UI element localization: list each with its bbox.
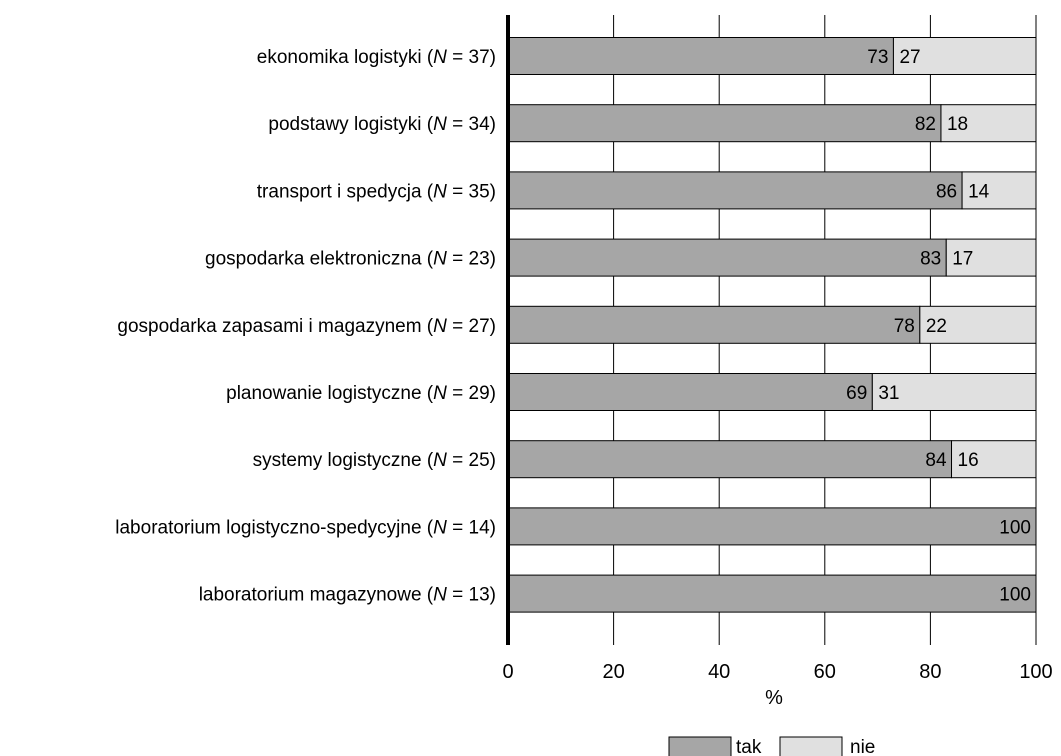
category-n: = 23) [447, 249, 496, 270]
bar-segment-tak [507, 305, 921, 344]
bar-segment-tak [507, 171, 963, 210]
x-tick-label: 80 [919, 661, 941, 683]
n-symbol: N [433, 450, 447, 471]
x-tick-label: 20 [602, 661, 624, 683]
data-label-nie: 16 [958, 450, 979, 471]
data-label-tak: 100 [999, 517, 1031, 538]
category-name: laboratorium logistyczno-spedycyjne ( [115, 517, 434, 538]
y-axis: ekonomika logistyki (N = 37)podstawy log… [115, 15, 510, 645]
bar-segment-tak [507, 37, 894, 75]
bar-segment-tak [507, 507, 1037, 546]
n-symbol: N [433, 517, 447, 538]
category-n: = 35) [447, 181, 496, 202]
category-label: laboratorium logistyczno-spedycyjne (N =… [115, 517, 496, 538]
legend-swatch-nie [779, 736, 843, 756]
x-tick-label: 0 [502, 661, 513, 683]
n-symbol: N [433, 249, 447, 270]
category-name: systemy logistyczne ( [253, 450, 434, 471]
category-label: transport i spedycja (N = 35) [257, 181, 496, 202]
bar-segment-tak [507, 238, 947, 277]
category-n: = 37) [447, 47, 496, 68]
category-name: gospodarka zapasami i magazynem ( [117, 316, 433, 337]
category-label: ekonomika logistyki (N = 37) [257, 47, 496, 68]
n-symbol: N [433, 47, 447, 68]
x-axis-title: % [765, 687, 783, 709]
bar-segment-nie [892, 37, 1037, 75]
category-n: = 29) [447, 383, 496, 404]
legend: tak nie [668, 736, 875, 756]
category-name: transport i spedycja ( [257, 181, 434, 202]
data-label-nie: 17 [952, 249, 973, 270]
category-label: podstawy logistyki (N = 34) [268, 114, 496, 135]
bar-segment-nie [940, 104, 1037, 143]
category-label: systemy logistyczne (N = 25) [253, 450, 496, 471]
bar-segment-nie [945, 238, 1037, 277]
bar-segment-tak [507, 104, 942, 143]
data-label-nie: 14 [968, 181, 990, 202]
bar-segment-tak [507, 574, 1037, 613]
data-label-tak: 84 [925, 450, 947, 471]
category-n: = 14) [447, 517, 496, 538]
category-label: gospodarka elektroniczna (N = 23) [205, 249, 496, 270]
bar-segment-tak [507, 373, 873, 411]
n-symbol: N [433, 181, 447, 202]
data-label-nie: 31 [878, 383, 899, 404]
category-name: podstawy logistyki ( [268, 114, 433, 135]
x-axis: 0 20 40 60 80 100 [502, 661, 1052, 683]
bar-segment-nie [919, 305, 1037, 344]
legend-swatch-tak [668, 736, 732, 756]
x-tick-label: 100 [1019, 661, 1052, 683]
x-tick-label: 40 [708, 661, 730, 683]
category-name: ekonomika logistyki ( [257, 47, 434, 68]
category-n: = 13) [447, 585, 496, 606]
data-label-tak: 100 [999, 585, 1031, 606]
category-name: planowanie logistyczne ( [226, 383, 434, 404]
data-label-nie: 27 [899, 47, 920, 68]
bar-segment-nie [951, 440, 1037, 479]
n-symbol: N [433, 316, 447, 337]
category-name: gospodarka elektroniczna ( [205, 249, 434, 270]
data-label-nie: 22 [926, 316, 947, 337]
x-tick-label: 60 [814, 661, 836, 683]
category-n: = 27) [447, 316, 496, 337]
category-name: laboratorium magazynowe ( [199, 585, 434, 606]
data-label-tak: 78 [894, 316, 915, 337]
data-label-tak: 73 [867, 47, 888, 68]
data-label-tak: 86 [936, 181, 957, 202]
bars: 73 27 82 18 86 14 83 17 78 22 69 31 84 16 100 100 [507, 37, 1037, 613]
category-label: laboratorium magazynowe (N = 13) [199, 585, 496, 606]
category-label: gospodarka zapasami i magazynem (N = 27) [117, 316, 496, 337]
n-symbol: N [433, 114, 447, 135]
category-label: planowanie logistyczne (N = 29) [226, 383, 496, 404]
bar-segment-nie [961, 171, 1037, 210]
category-n: = 34) [447, 114, 496, 135]
bar-segment-tak [507, 440, 953, 479]
legend-label-nie: nie [850, 737, 875, 756]
data-label-nie: 18 [947, 114, 968, 135]
category-n: = 25) [447, 450, 496, 471]
data-label-tak: 82 [915, 114, 936, 135]
data-label-tak: 83 [920, 249, 941, 270]
data-label-tak: 69 [846, 383, 867, 404]
legend-label-tak: tak [736, 737, 762, 756]
n-symbol: N [433, 585, 447, 606]
n-symbol: N [433, 383, 447, 404]
bar-segment-nie [871, 373, 1037, 411]
